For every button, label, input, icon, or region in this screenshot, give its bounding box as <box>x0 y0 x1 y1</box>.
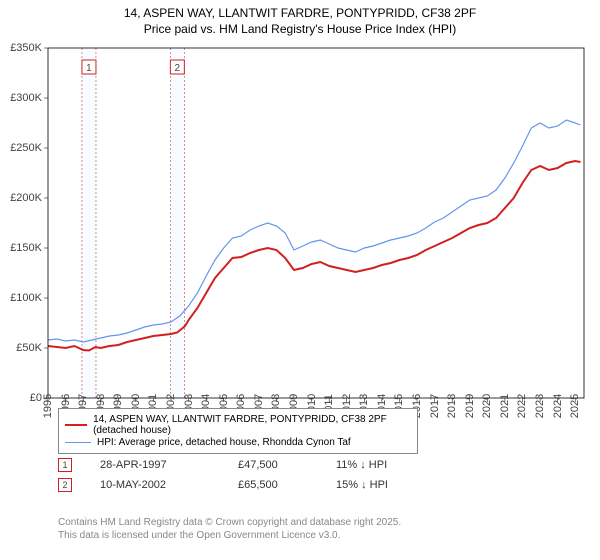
y-tick-label: £100K <box>10 292 42 304</box>
transaction-date: 28-APR-1997 <box>100 459 210 471</box>
x-tick-label: 2024 <box>552 394 564 418</box>
x-tick-label: 2025 <box>569 394 581 418</box>
transaction-price: £47,500 <box>238 459 308 471</box>
transaction-row: 2 10-MAY-2002 £65,500 15% ↓ HPI <box>58 478 426 492</box>
legend-label-blue: HPI: Average price, detached house, Rhon… <box>97 437 351 448</box>
chart-svg: 12 <box>48 48 584 398</box>
transaction-table: 1 28-APR-1997 £47,500 11% ↓ HPI 2 10-MAY-2002… <box>58 452 426 498</box>
legend: 14, ASPEN WAY, LLANTWIT FARDRE, PONTYPRI… <box>58 408 418 454</box>
transaction-price: £65,500 <box>238 479 308 491</box>
y-tick-label: £200K <box>10 192 42 204</box>
x-tick-label: 2022 <box>516 394 528 418</box>
transaction-marker: 1 <box>58 458 72 472</box>
y-tick-label: £50K <box>16 342 42 354</box>
y-tick-label: £350K <box>10 42 42 54</box>
footer-line1: Contains HM Land Registry data © Crown c… <box>58 516 401 529</box>
y-axis-labels: £0£50K£100K£150K£200K£250K£300K£350K <box>0 48 46 398</box>
y-tick-label: £300K <box>10 92 42 104</box>
footer: Contains HM Land Registry data © Crown c… <box>58 516 401 542</box>
chart-plot-area: 12 <box>48 48 584 398</box>
legend-label-red: 14, ASPEN WAY, LLANTWIT FARDRE, PONTYPRI… <box>93 414 411 436</box>
x-tick-label: 2019 <box>464 394 476 418</box>
transaction-delta: 15% ↓ HPI <box>336 479 426 491</box>
y-tick-label: £150K <box>10 242 42 254</box>
legend-swatch-blue <box>65 442 91 443</box>
x-tick-label: 1995 <box>42 394 54 418</box>
transaction-delta: 11% ↓ HPI <box>336 459 426 471</box>
svg-text:1: 1 <box>86 63 92 74</box>
title-line2: Price paid vs. HM Land Registry's House … <box>0 22 600 38</box>
x-tick-label: 2020 <box>481 394 493 418</box>
title-line1: 14, ASPEN WAY, LLANTWIT FARDRE, PONTYPRI… <box>0 6 600 22</box>
transaction-row: 1 28-APR-1997 £47,500 11% ↓ HPI <box>58 458 426 472</box>
y-tick-label: £0 <box>30 392 42 404</box>
svg-text:2: 2 <box>175 63 181 74</box>
x-tick-label: 2017 <box>429 394 441 418</box>
chart-title: 14, ASPEN WAY, LLANTWIT FARDRE, PONTYPRI… <box>0 0 600 37</box>
legend-swatch-red <box>65 424 87 426</box>
legend-row-blue: HPI: Average price, detached house, Rhon… <box>65 437 411 448</box>
x-tick-label: 2023 <box>534 394 546 418</box>
transaction-marker: 2 <box>58 478 72 492</box>
transaction-date: 10-MAY-2002 <box>100 479 210 491</box>
x-tick-label: 2018 <box>446 394 458 418</box>
legend-row-red: 14, ASPEN WAY, LLANTWIT FARDRE, PONTYPRI… <box>65 414 411 436</box>
y-tick-label: £250K <box>10 142 42 154</box>
footer-line2: This data is licensed under the Open Gov… <box>58 529 401 542</box>
x-tick-label: 2021 <box>499 394 511 418</box>
